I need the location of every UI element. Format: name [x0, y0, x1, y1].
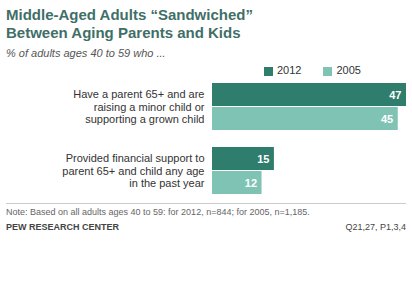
svg-text:12: 12	[245, 177, 257, 189]
svg-text:Have a parent 65+ and areraisi: Have a parent 65+ and areraising a minor…	[73, 88, 205, 125]
html-text:Note: Based on all adults ages: Note: Based on all adults ages 40 to 59:…	[6, 207, 310, 217]
html-text:Middle-Aged Adults “Sandwiched: Middle-Aged Adults “Sandwiched” Between …	[6, 6, 253, 41]
html-text:PEW RESEARCH CENTER: PEW RESEARCH CENTER	[6, 222, 119, 232]
svg-text:47: 47	[389, 89, 401, 101]
html-text:% of adults ages 40 to 59 who: % of adults ages 40 to 59 who ...	[6, 47, 166, 59]
svg-text:Provided financial support top: Provided financial support toparent 65+ …	[62, 152, 205, 189]
svg-text:15: 15	[257, 153, 269, 165]
html-text:2012: 2012	[277, 64, 302, 76]
html-text:2005: 2005	[336, 64, 361, 76]
svg-text:45: 45	[381, 113, 393, 125]
html-text:Q21,27, P1,3,4: Q21,27, P1,3,4	[345, 222, 406, 232]
